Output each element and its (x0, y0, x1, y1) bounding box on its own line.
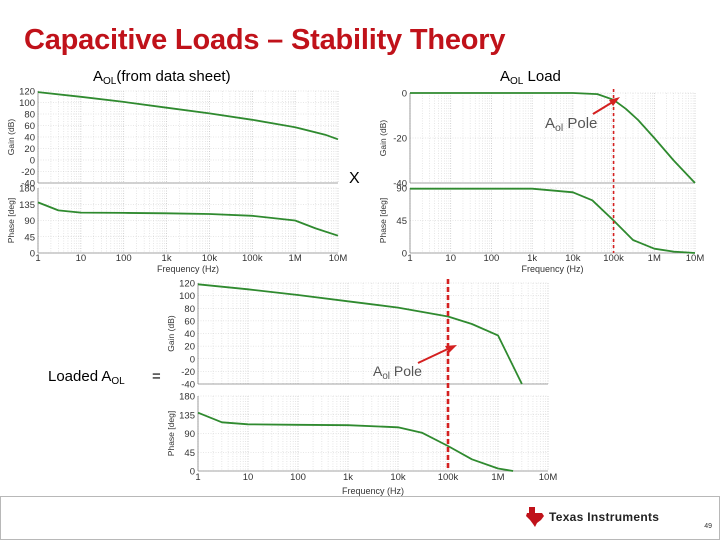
x-tick-label: 10 (76, 253, 87, 264)
y-tick-label: 120 (179, 279, 195, 290)
y-axis-label: Phase [deg] (378, 198, 388, 243)
x-tick-label: 100k (438, 472, 459, 483)
x-tick-label: 100 (483, 253, 499, 264)
y-axis-label: Phase [deg] (6, 198, 16, 243)
x-tick-label: 10M (686, 253, 705, 264)
x-axis-label: Frequency (Hz) (521, 264, 583, 274)
y-tick-label: 60 (184, 316, 195, 327)
x-tick-label: 100 (116, 253, 132, 264)
x-tick-label: 1k (527, 253, 537, 264)
ti-logo-text: Texas Instruments (549, 510, 660, 524)
slide-title: Capacitive Loads – Stability Theory (24, 24, 506, 56)
x-tick-label: 1M (648, 253, 661, 264)
y-tick-label: 90 (24, 216, 35, 227)
y-tick-label: -20 (21, 167, 35, 178)
series-line (37, 201, 339, 237)
x-tick-label: 100k (242, 253, 263, 264)
multiply-operator: X (349, 170, 360, 187)
y-tick-label: 45 (184, 448, 195, 459)
aol_load-panel-0: 0 -20 -40 Gain (dB) (378, 89, 696, 190)
series-line (410, 187, 696, 254)
y-axis-label: Phase [deg] (166, 411, 176, 456)
x-axis-label: Frequency (Hz) (342, 486, 404, 496)
y-tick-label: -20 (393, 134, 407, 145)
x-tick-label: 100k (603, 253, 624, 264)
y-tick-label: 0 (402, 89, 407, 100)
pole-arrowhead-bottom (445, 345, 457, 353)
pole-label-top: Aol Pole (545, 115, 597, 134)
series-line (37, 91, 339, 141)
aol-load-caption: AOL Load (500, 68, 561, 87)
pole-label-bottom: Aol Pole (373, 363, 422, 382)
y-tick-label: 40 (24, 133, 35, 144)
y-tick-label: 120 (19, 87, 35, 98)
loaded-aol-caption: Loaded AOL (48, 368, 125, 387)
series-line (197, 411, 514, 472)
y-tick-label: 0 (190, 354, 195, 365)
bode-chart-aol_load: 0 -20 -40 Gain (dB) 90 45 0 Phase [deg] 1 10 100 1k… (378, 89, 704, 275)
x-tick-label: 10k (565, 253, 581, 264)
x-axis-label: Frequency (Hz) (157, 264, 219, 274)
x-tick-label: 1M (491, 472, 504, 483)
y-tick-label: 45 (24, 232, 35, 243)
y-tick-label: 80 (24, 110, 35, 121)
y-axis-label: Gain (dB) (378, 120, 388, 157)
y-tick-label: 180 (19, 184, 35, 195)
y-tick-label: 20 (184, 342, 195, 353)
y-tick-label: 90 (184, 429, 195, 440)
y-tick-label: 100 (179, 291, 195, 302)
series-line (197, 283, 523, 385)
ti-logo: Texas Instruments (526, 506, 659, 528)
pole-arrowhead-top (609, 97, 620, 106)
y-tick-label: -40 (393, 179, 407, 190)
x-tick-label: 10k (390, 472, 406, 483)
y-tick-label: 180 (179, 392, 195, 403)
y-tick-label: 60 (24, 121, 35, 132)
x-tick-label: 1k (343, 472, 353, 483)
y-tick-label: 135 (179, 410, 195, 421)
x-tick-label: 10 (445, 253, 456, 264)
aol_datasheet-panel-1: 180 135 90 45 0 Phase [deg] (6, 184, 339, 260)
y-tick-label: -20 (181, 367, 195, 378)
y-tick-label: 0 (402, 249, 407, 260)
x-tick-label: 10M (539, 472, 558, 483)
aol-datasheet-caption: AOL(from data sheet) (93, 68, 231, 87)
x-tick-label: 10 (243, 472, 254, 483)
pole-arrow-bottom (417, 346, 453, 364)
x-tick-label: 1 (35, 253, 40, 264)
equals-operator: = (152, 368, 161, 385)
aol_load-panel-1: 90 45 0 Phase [deg] (378, 184, 696, 260)
y-axis-label: Gain (dB) (6, 119, 16, 156)
x-tick-label: 100 (290, 472, 306, 483)
series-line (410, 92, 696, 184)
y-tick-label: 100 (19, 98, 35, 109)
y-tick-label: 40 (184, 329, 195, 340)
y-axis-label: Gain (dB) (166, 315, 176, 352)
y-tick-label: 135 (19, 200, 35, 211)
x-tick-label: 10M (329, 253, 348, 264)
x-tick-label: 1 (407, 253, 412, 264)
page-number: 49 (704, 523, 712, 530)
y-tick-label: 90 (396, 184, 407, 195)
y-tick-label: 80 (184, 304, 195, 315)
y-tick-label: 0 (190, 467, 195, 478)
x-tick-label: 1k (162, 253, 172, 264)
x-tick-label: 1 (195, 472, 200, 483)
y-tick-label: 0 (30, 249, 35, 260)
y-tick-label: 45 (396, 216, 407, 227)
loaded_aol-panel-1: 180 135 90 45 0 Phase [deg] (166, 392, 549, 478)
y-tick-label: 20 (24, 144, 35, 155)
y-tick-label: -40 (181, 380, 195, 391)
x-tick-label: 1M (289, 253, 302, 264)
y-tick-label: -40 (21, 179, 35, 190)
texas-state-icon (526, 507, 544, 527)
y-tick-label: 0 (30, 156, 35, 167)
x-tick-label: 10k (202, 253, 218, 264)
